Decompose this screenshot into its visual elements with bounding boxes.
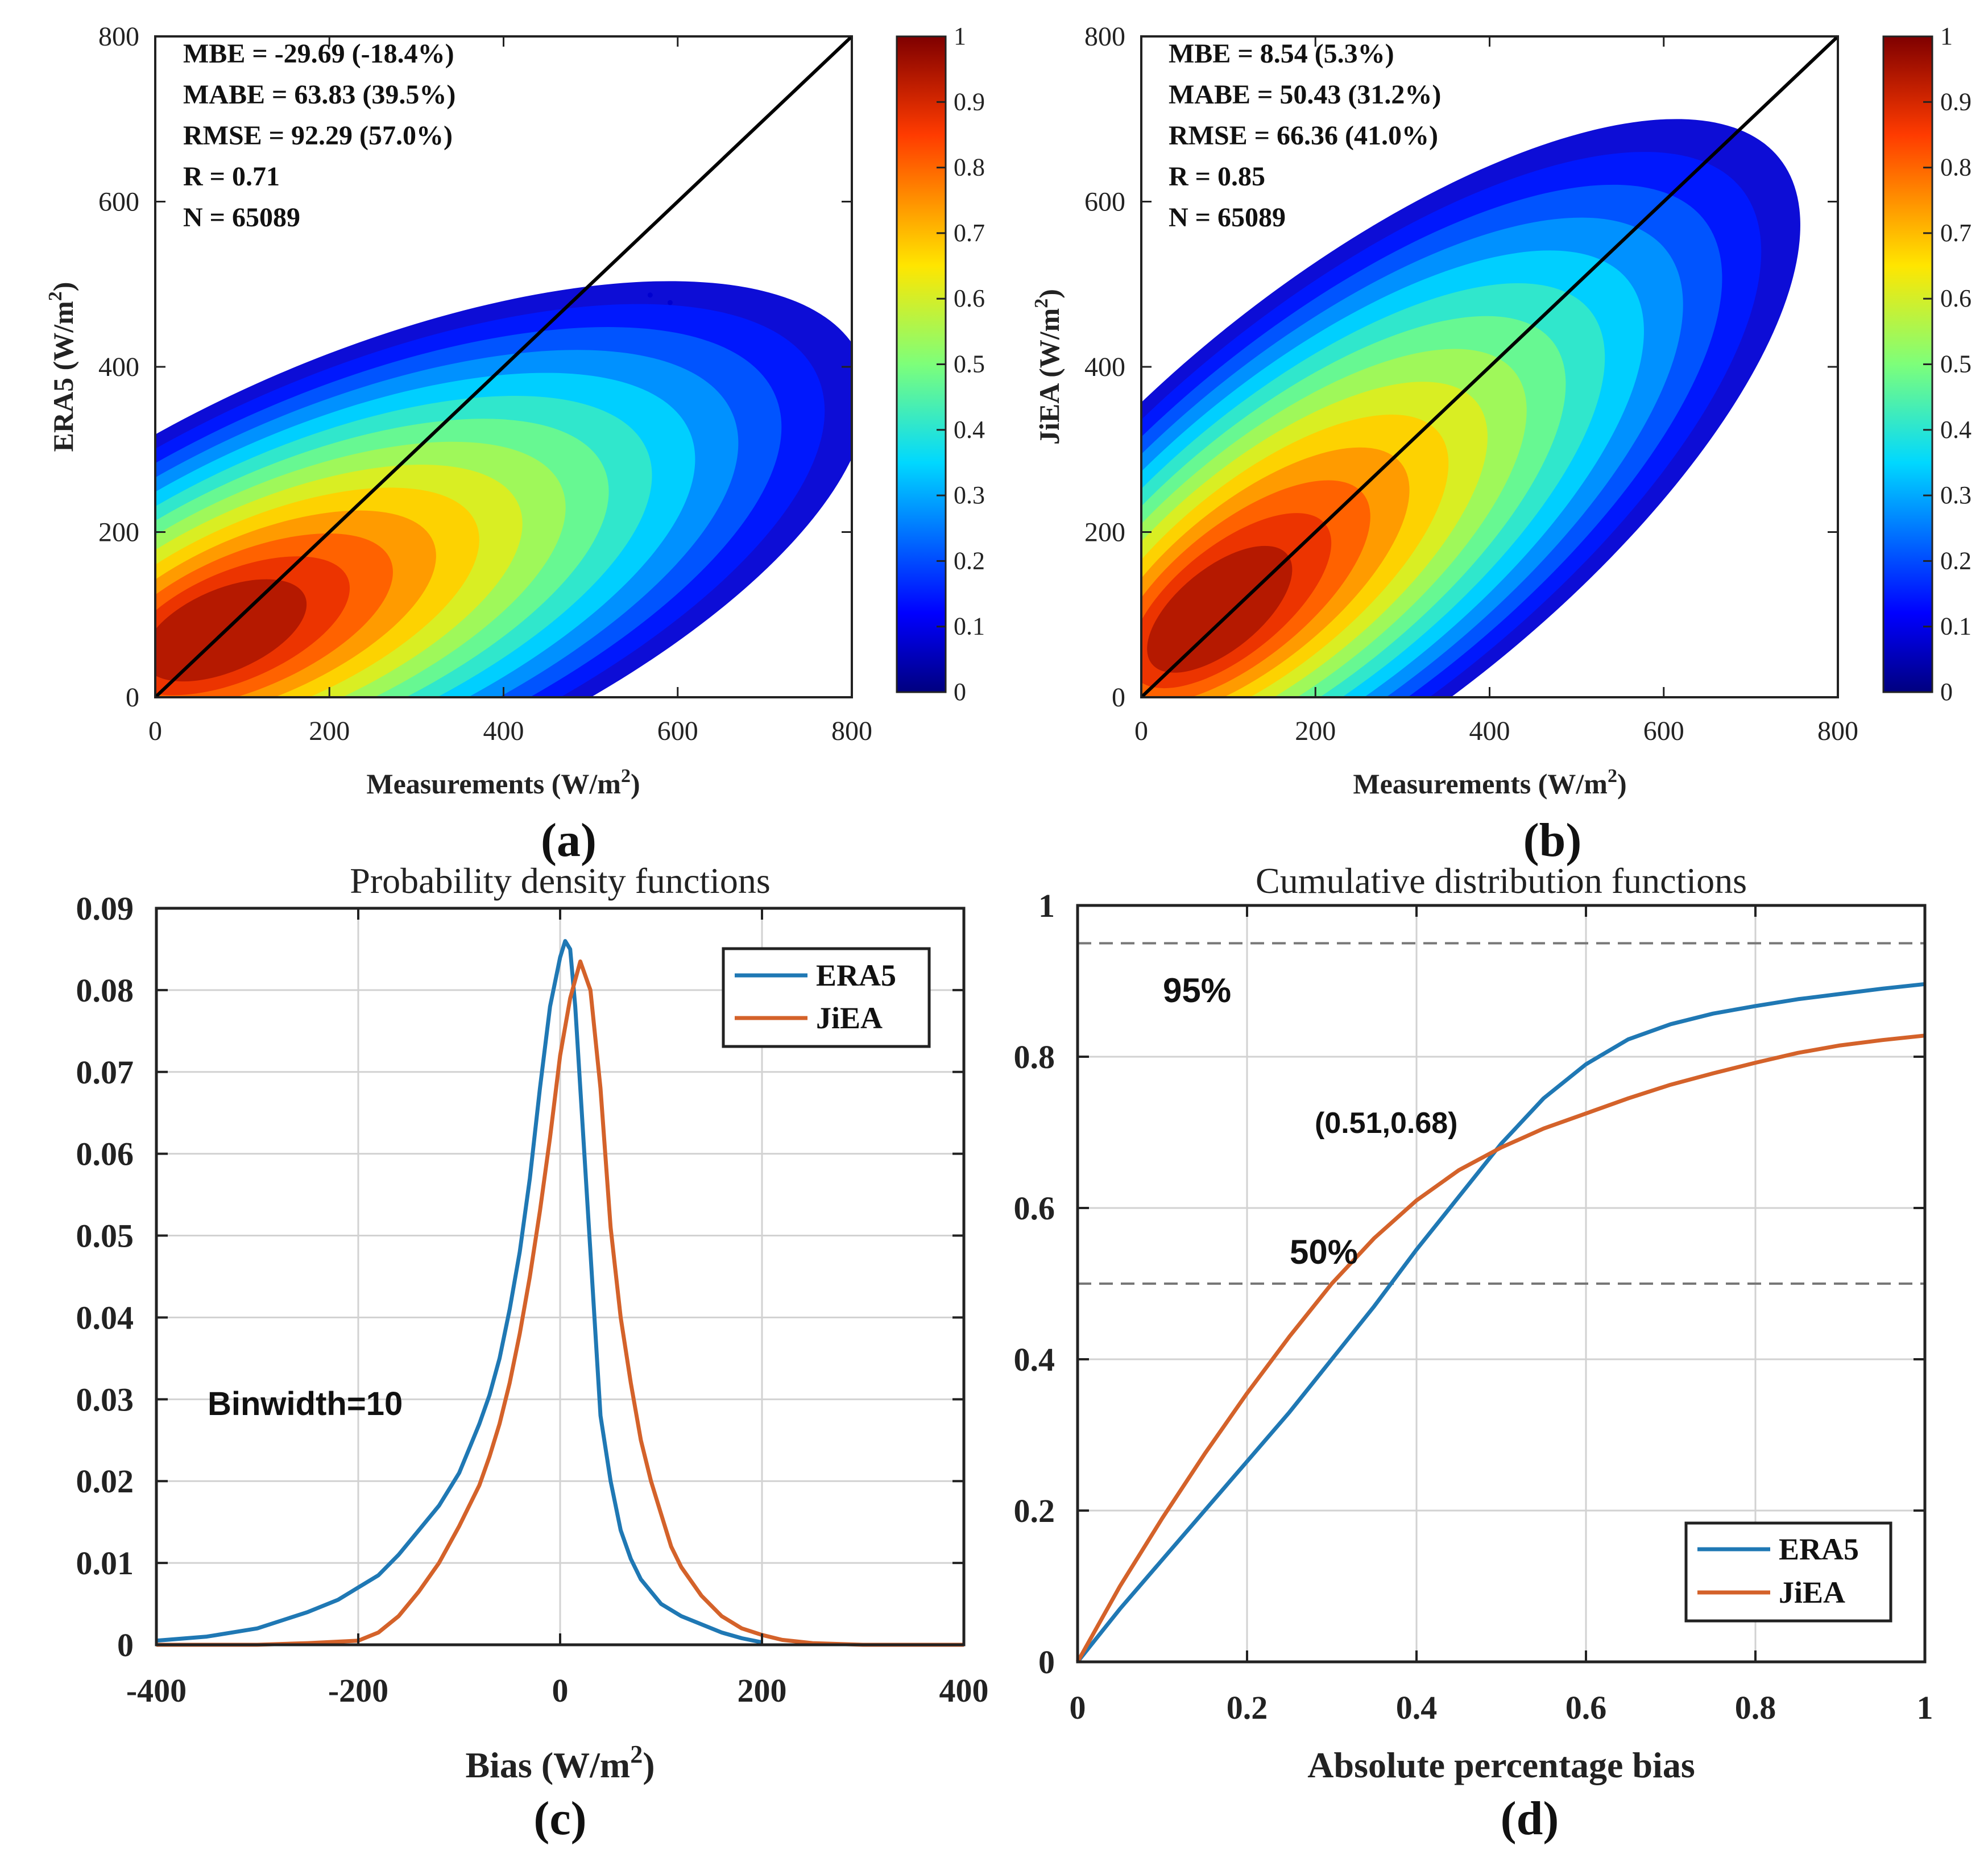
colorbar-tick-label: 0.7 — [954, 219, 985, 247]
panel-a-colorbar: 0 0.1 0.2 0.3 0.4 0.5 0.6 0.7 0.8 0.9 1 — [896, 22, 985, 706]
panel-a-density-cloud — [155, 281, 852, 697]
panel-a-identity-line — [154, 35, 854, 699]
panel-a-ylabel: ERA5 (W/m2) — [45, 282, 79, 452]
colorbar-tick-label: 0 — [954, 678, 966, 706]
x-tick-label: 600 — [657, 716, 698, 746]
colorbar-tick-label: 0.4 — [954, 416, 985, 444]
panel-a-stat-r: R = 0.71 — [183, 162, 280, 192]
panel-a-stat-mbe: MBE = -29.69 (-18.4%) — [183, 39, 454, 69]
x-tick-label: 400 — [483, 716, 524, 746]
colorbar-tick-label: 0.8 — [954, 154, 985, 181]
colorbar-tick-label: 0.2 — [954, 547, 985, 574]
x-tick-label: 800 — [831, 716, 872, 746]
panel-a-ticks: 0 200 400 600 800 0 200 400 600 800 — [98, 22, 872, 746]
panel-a-colorbar-ticks: 0 0.1 0.2 0.3 0.4 0.5 0.6 0.7 0.8 0.9 1 — [937, 22, 985, 706]
x-tick-label: 200 — [309, 716, 350, 746]
colorbar-tick-label: 0.3 — [954, 481, 985, 509]
panel-a-xlabel: Measurements (W/m2) — [366, 766, 640, 800]
colorbar-tick-label: 1 — [954, 22, 966, 50]
panel-a: 0 200 400 600 800 0 200 400 600 800 MBE = -29.69 … — [45, 22, 985, 867]
colorbar-tick-label: 0.1 — [954, 613, 985, 640]
y-tick-label: 400 — [98, 352, 139, 382]
panel-a-stat-rmse: RMSE = 92.29 (57.0%) — [183, 121, 453, 151]
panel-a-stat-mabe: MABE = 63.83 (39.5%) — [183, 80, 455, 110]
panel-a-stats: MBE = -29.69 (-18.4%) MABE = 63.83 (39.5… — [183, 39, 455, 233]
panel-a-density-contours — [155, 281, 852, 697]
y-tick-label: 800 — [98, 22, 139, 52]
colorbar-tick-label: 0.6 — [954, 284, 985, 312]
x-tick-label: 0 — [148, 716, 162, 746]
panel-a-stat-n: N = 65089 — [183, 202, 300, 233]
y-tick-label: 600 — [98, 187, 139, 217]
panel-a-label: (a) — [541, 814, 597, 867]
y-tick-label: 0 — [126, 682, 139, 713]
y-tick-label: 200 — [98, 518, 139, 548]
colorbar-tick-label: 0.5 — [954, 350, 985, 378]
colorbar-tick-label: 0.9 — [954, 88, 985, 115]
